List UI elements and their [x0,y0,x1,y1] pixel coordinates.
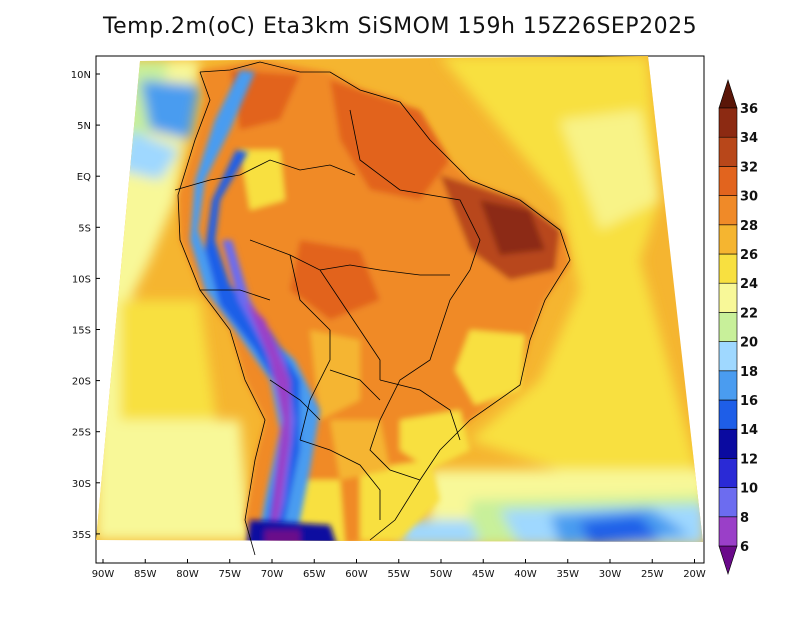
colorbar-swatch [718,487,738,518]
longitude-axis: 90W 85W 80W 75W 70W 65W 60W 55W 50W 45W 40W 35W 30W 2… [92,559,706,580]
colorbar-swatch [718,458,738,488]
colorbar-label: 8 [740,511,749,526]
colorbar-label: 30 [740,190,758,205]
lon-tick-label: 65W [303,569,326,580]
colorbar-label: 22 [740,306,758,321]
lat-tick-label: 25S [72,428,91,439]
colorbar-label: 14 [740,423,758,438]
map-title: Temp.2m(oC) Eta3km SiSMOM 159h 15Z26SEP2… [102,14,698,39]
lon-tick-label: 50W [430,569,453,580]
lon-tick-label: 75W [218,569,241,580]
colorbar-label: 12 [740,452,758,467]
colorbar-label: 26 [740,248,758,263]
colorbar-swatch [718,428,738,459]
lat-tick-label: 30S [72,479,91,490]
colorbar-swatch [718,136,738,167]
lat-tick-label: 5N [77,121,91,132]
lon-tick-label: 40W [514,569,537,580]
colorbar-swatch [718,253,738,284]
colorbar-swatch [718,370,738,401]
colorbar: 6 8 10 12 14 16 18 20 22 24 26 28 30 32 34 36 [718,79,758,575]
colorbar-label: 24 [740,277,758,292]
colorbar-label: 18 [740,365,758,380]
lat-tick-label: 10S [72,274,91,285]
lat-tick-label: 20S [72,377,91,388]
latitude-axis: 10N 5N EQ 5S 10S 15S 20S 25S 30S 35S [71,70,100,541]
lon-tick-label: 20W [683,569,706,580]
colorbar-swatch [718,282,738,313]
colorbar-label: 10 [740,482,758,497]
lon-tick-label: 80W [176,569,199,580]
colorbar-swatch [718,224,738,255]
colorbar-label: 34 [740,131,758,146]
colorbar-label: 36 [740,102,758,117]
colorbar-max-arrow [718,79,738,109]
lon-tick-label: 45W [472,569,495,580]
political-borders [174,61,571,556]
lat-tick-label: 10N [71,70,91,81]
lon-tick-label: 30W [599,569,622,580]
lat-tick-label: EQ [77,172,91,183]
colorbar-label: 28 [740,219,758,234]
lon-tick-label: 55W [387,569,410,580]
lat-tick-label: 15S [72,326,91,337]
colorbar-label: 32 [740,160,758,175]
colorbar-swatch [718,516,738,547]
lon-tick-label: 25W [641,569,664,580]
colorbar-swatch [718,312,738,342]
colorbar-swatch [718,399,738,430]
temperature-field [96,56,703,542]
lon-tick-label: 70W [261,569,284,580]
lon-tick-label: 60W [345,569,368,580]
lon-tick-label: 85W [134,569,157,580]
lon-tick-label: 35W [556,569,579,580]
lon-tick-label: 90W [92,569,115,580]
lat-tick-label: 35S [72,530,91,541]
colorbar-label: 20 [740,336,758,351]
colorbar-swatch [718,107,738,138]
colorbar-label: 16 [740,394,758,409]
colorbar-min-arrow [718,545,738,575]
colorbar-swatch [718,166,738,196]
colorbar-swatch [718,341,738,372]
colorbar-swatch [718,195,738,226]
colorbar-label: 6 [740,540,749,555]
lat-tick-label: 5S [78,223,91,234]
